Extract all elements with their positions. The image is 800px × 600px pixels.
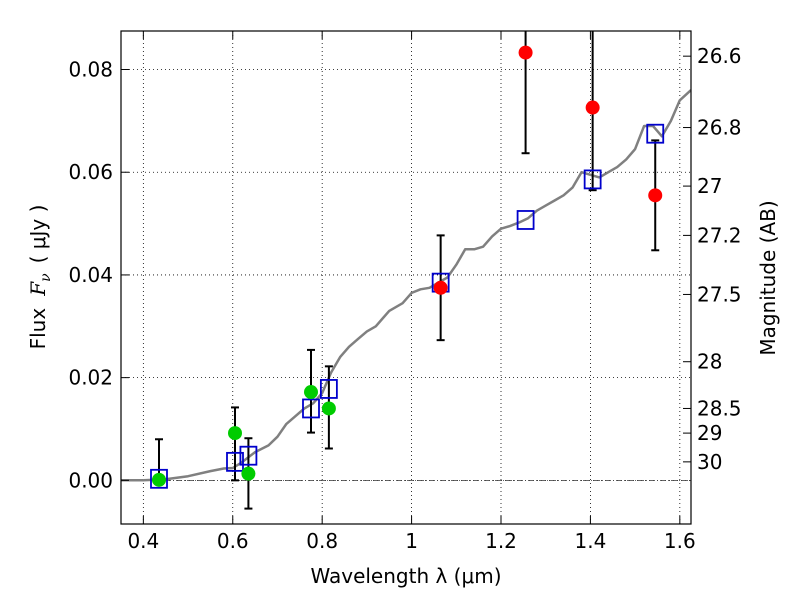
plot-content [121, 31, 691, 510]
nir-data-point [648, 188, 663, 203]
y-tick-label: 0.08 [68, 58, 113, 82]
model-bandpass-square [516, 210, 535, 230]
nir-data-point [585, 100, 600, 115]
model-bandpass-square [302, 398, 320, 419]
x-tick-label: 1.2 [485, 529, 517, 553]
model-bandpass-square [583, 169, 602, 190]
grid-lines [121, 31, 691, 524]
model-bandpass-square [226, 451, 244, 472]
y2-tick-label: 27 [697, 174, 722, 198]
x-tick-label: 0.8 [306, 529, 338, 553]
optical-data-point [321, 401, 336, 416]
y2-tick-label: 29 [697, 421, 722, 445]
y2-tick-label: 28 [697, 350, 722, 374]
x-tick-label: 1.4 [575, 529, 607, 553]
optical-data-point [228, 426, 242, 441]
x-tick-label: 0.6 [217, 529, 249, 553]
axis-ticks: 0.4 0.6 0.8 1 1.2 1.4 1.6 0.00 0.02 0.04 0.06 0.08 2… [68, 31, 742, 553]
model-bandpass-square [646, 123, 665, 144]
x-tick-label: 0.4 [127, 529, 159, 553]
y-axis-label: Flux Fν ( μJy ) [26, 205, 54, 350]
x-axis-label: Wavelength λ (μm) [310, 564, 501, 588]
y-axis-label-units: ( μJy ) [26, 205, 50, 264]
y2-tick-label: 28.5 [697, 396, 742, 420]
y-axis-label-text: Flux [26, 308, 50, 350]
model-bandpass-square [150, 468, 168, 489]
y2-tick-label: 26.6 [697, 44, 742, 68]
nir-data-point [433, 280, 448, 295]
y2-axis-label: Magnitude (AB) [756, 200, 780, 355]
y2-tick-label: 27.2 [697, 223, 742, 247]
plot-frame [120, 30, 692, 525]
model-spectrum-line [121, 89, 691, 482]
y-tick-label: 0.06 [68, 160, 113, 184]
nir-data-point [518, 45, 533, 60]
model-bandpass-square [239, 445, 258, 466]
y2-tick-label: 27.5 [697, 282, 742, 306]
y-tick-label: 0.04 [68, 263, 113, 287]
optical-data-point [304, 385, 318, 400]
model-bandpass-square [319, 379, 338, 399]
y2-tick-label: 30 [697, 450, 722, 474]
x-tick-label: 1.6 [664, 529, 696, 553]
x-tick-label: 1 [405, 529, 418, 553]
y2-tick-label: 26.8 [697, 116, 742, 140]
y-tick-label: 0.00 [68, 468, 113, 492]
y-tick-label: 0.02 [68, 366, 113, 390]
optical-data-point [152, 472, 166, 487]
plot-area [121, 31, 691, 524]
y-axis-label-symbol: F [26, 281, 50, 297]
y-axis-label-subscript: ν [38, 273, 54, 282]
optical-data-point [241, 466, 256, 481]
